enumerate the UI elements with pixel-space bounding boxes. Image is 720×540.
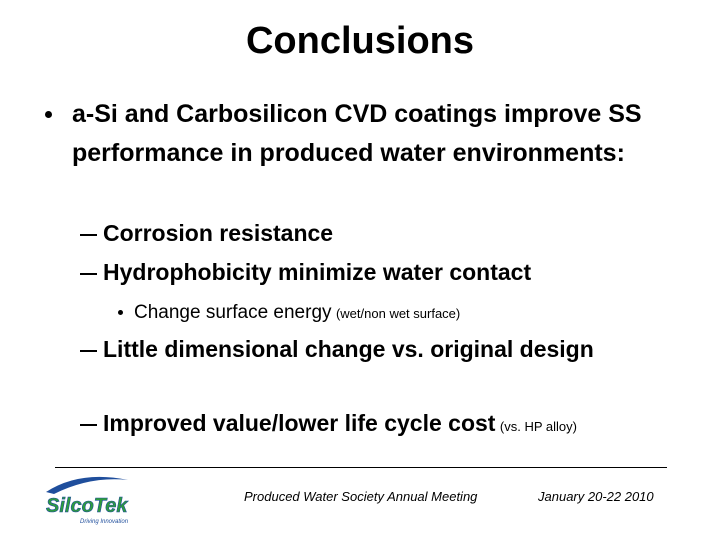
bullet-marker [118, 310, 123, 315]
sub-bullet-text: Improved value/lower life cycle cost [103, 410, 496, 436]
logo-swoosh [46, 476, 128, 494]
sub-bullet-text: Corrosion resistance [103, 220, 334, 246]
sub-sub-bullet-note: (wet/non wet surface) [335, 306, 461, 321]
sub-bullet-text: Hydrophobicity minimize water contact [103, 259, 532, 285]
sub-bullet-note: (vs. HP alloy) [499, 419, 577, 434]
logo: SilcoTek Driving Innovation [46, 476, 129, 525]
sub-sub-bullet-text: Change surface energy [134, 302, 332, 323]
sub-sub-bullet: Change surface energy (wet/non wet surfa… [134, 293, 460, 333]
logo-tagline: Driving Innovation [80, 519, 129, 525]
dash-marker [80, 273, 97, 275]
footer-event: Produced Water Society Annual Meeting [244, 489, 478, 504]
dash-marker [80, 350, 97, 352]
dash-marker [80, 424, 97, 426]
bullet-marker [45, 111, 52, 118]
dash-marker [80, 234, 97, 236]
sub-bullet: Improved value/lower life cycle cost (vs… [103, 404, 577, 446]
footer-rule [55, 467, 667, 468]
bullet-text: a-Si and Carbosilicon CVD coatings impro… [72, 100, 642, 167]
logo-name: SilcoTek [46, 495, 128, 517]
footer-date: January 20-22 2010 [538, 489, 654, 504]
sub-bullet-text: Little dimensional change vs. original d… [103, 336, 594, 362]
slide-title: Conclusions [245, 20, 475, 62]
